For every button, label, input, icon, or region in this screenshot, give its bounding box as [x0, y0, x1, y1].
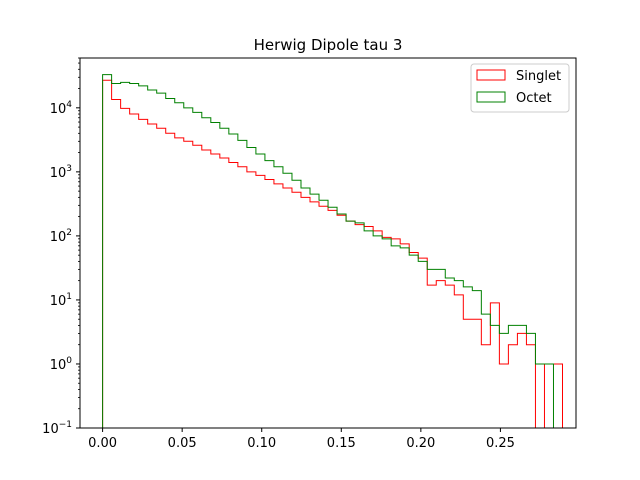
- x-tick-label: 0.10: [247, 436, 276, 451]
- y-tick-label: 10−1: [42, 420, 72, 437]
- chart-title: Herwig Dipole tau 3: [254, 36, 403, 54]
- legend-label-octet: Octet: [516, 91, 552, 106]
- x-tick-label: 0.00: [88, 436, 117, 451]
- plot-frame: [79, 57, 577, 429]
- legend-swatch-singlet: [476, 69, 506, 81]
- x-tick-label: 0.20: [406, 436, 435, 451]
- legend: Singlet Octet: [470, 63, 570, 113]
- y-axis: 10−1 100 101 102 103 104: [42, 57, 80, 437]
- x-tick-label: 0.25: [486, 436, 515, 451]
- y-tick-label: 103: [50, 164, 72, 181]
- legend-label-singlet: Singlet: [516, 69, 561, 84]
- y-tick-label: 100: [50, 356, 73, 373]
- plot-area: [102, 74, 563, 429]
- y-tick-label: 101: [50, 292, 72, 309]
- series-singlet-step: [102, 79, 563, 429]
- y-tick-label: 104: [50, 100, 73, 117]
- x-tick-label: 0.05: [168, 436, 197, 451]
- legend-box: [470, 63, 570, 113]
- legend-swatch-octet: [476, 91, 506, 103]
- x-tick-label: 0.15: [327, 436, 356, 451]
- y-tick-label: 102: [50, 228, 72, 245]
- series-octet-step: [102, 74, 563, 429]
- x-axis: 0.00 0.05 0.10 0.15 0.20 0.25: [88, 428, 515, 451]
